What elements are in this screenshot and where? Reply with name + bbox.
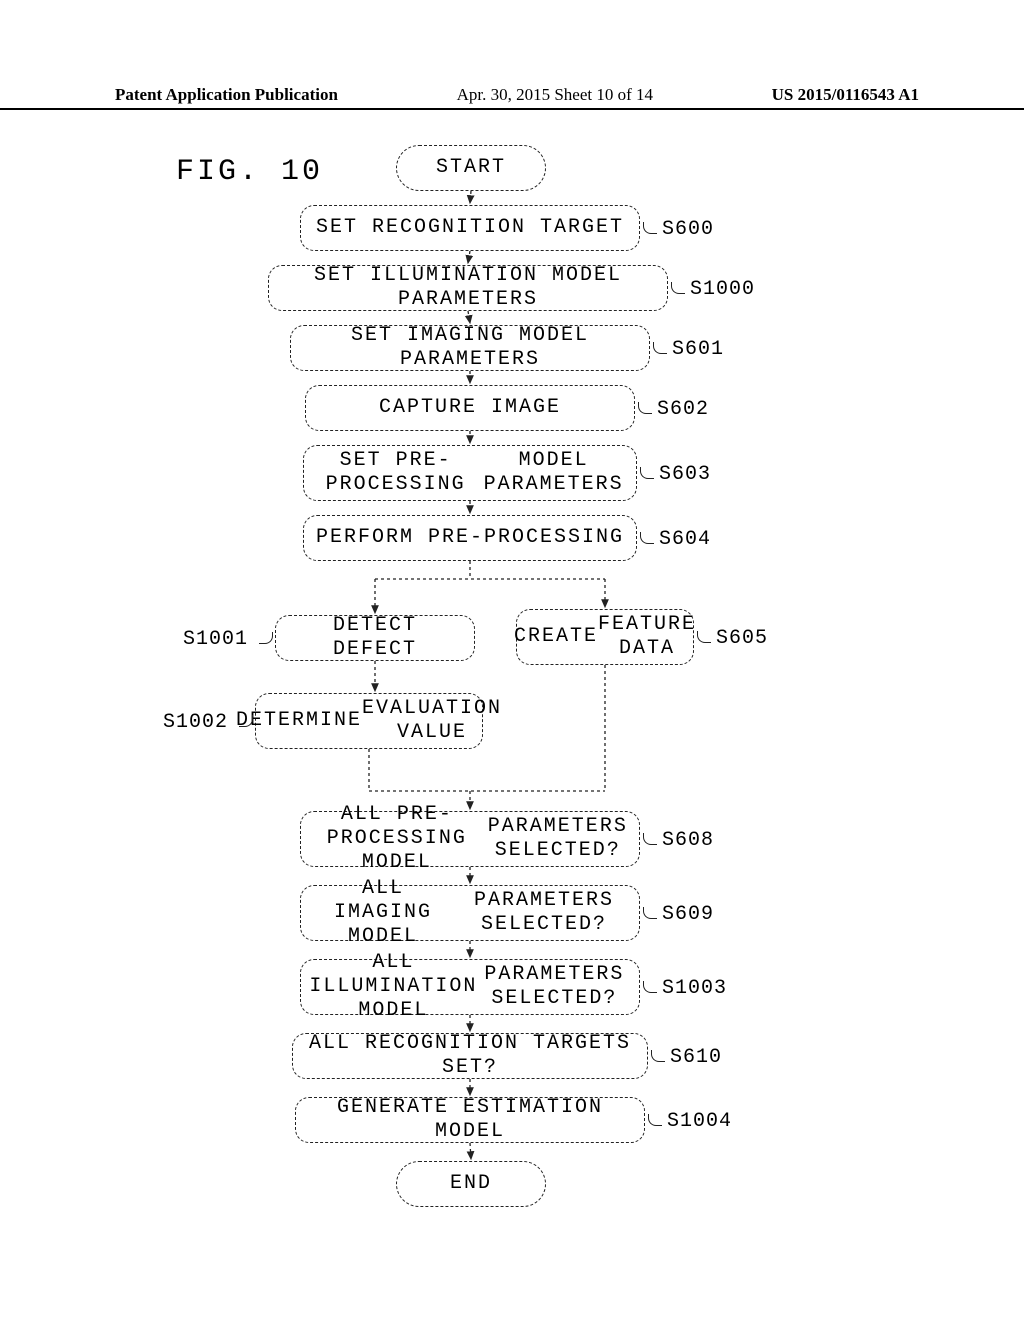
header-left: Patent Application Publication bbox=[115, 85, 338, 105]
flowchart-arrows bbox=[0, 145, 1024, 1325]
step-label-s603: S603 bbox=[659, 463, 711, 486]
header-right: US 2015/0116543 A1 bbox=[772, 85, 919, 105]
label-hook bbox=[259, 632, 273, 644]
flowchart-node-n13: GENERATE ESTIMATION MODEL bbox=[295, 1097, 645, 1143]
step-label-s602: S602 bbox=[657, 398, 709, 421]
flowchart-node-n9: ALL PRE-PROCESSING MODELPARAMETERS SELEC… bbox=[300, 811, 640, 867]
page-header: Patent Application Publication Apr. 30, … bbox=[0, 85, 1024, 105]
flowchart-node-n11: ALL ILLUMINATION MODELPARAMETERS SELECTE… bbox=[300, 959, 640, 1015]
flowchart-node-n1: SET RECOGNITION TARGET bbox=[300, 205, 640, 251]
step-label-s601: S601 bbox=[672, 338, 724, 361]
label-hook bbox=[640, 532, 654, 544]
label-hook bbox=[638, 402, 652, 414]
flowchart-node-n7b: CREATEFEATURE DATA bbox=[516, 609, 694, 665]
step-label-s1000: S1000 bbox=[690, 278, 755, 301]
label-hook bbox=[651, 1050, 665, 1062]
label-hook bbox=[648, 1114, 662, 1126]
step-label-s1001: S1001 bbox=[183, 628, 248, 651]
figure-label: FIG. 10 bbox=[176, 155, 323, 189]
flowchart-node-n8: DETERMINEEVALUATION VALUE bbox=[255, 693, 483, 749]
label-hook bbox=[697, 631, 711, 643]
label-hook bbox=[643, 981, 657, 993]
label-hook bbox=[640, 467, 654, 479]
label-hook bbox=[671, 282, 685, 294]
flowchart-node-n7a: DETECT DEFECT bbox=[275, 615, 475, 661]
label-hook bbox=[643, 833, 657, 845]
header-rule bbox=[0, 108, 1024, 110]
flowchart-node-n4: CAPTURE IMAGE bbox=[305, 385, 635, 431]
label-hook bbox=[653, 342, 667, 354]
label-hook bbox=[643, 222, 657, 234]
flowchart-node-n3: SET IMAGING MODEL PARAMETERS bbox=[290, 325, 650, 371]
step-label-s609: S609 bbox=[662, 903, 714, 926]
step-label-s1002: S1002 bbox=[163, 711, 228, 734]
step-label-s604: S604 bbox=[659, 528, 711, 551]
flowchart-node-n12: ALL RECOGNITION TARGETS SET? bbox=[292, 1033, 648, 1079]
step-label-s1004: S1004 bbox=[667, 1110, 732, 1133]
flowchart-node-n6: PERFORM PRE-PROCESSING bbox=[303, 515, 637, 561]
flowchart-node-n2: SET ILLUMINATION MODEL PARAMETERS bbox=[268, 265, 668, 311]
step-label-s1003: S1003 bbox=[662, 977, 727, 1000]
step-label-s600: S600 bbox=[662, 218, 714, 241]
step-label-s610: S610 bbox=[670, 1046, 722, 1069]
header-center: Apr. 30, 2015 Sheet 10 of 14 bbox=[457, 85, 653, 105]
flowchart-node-end: END bbox=[396, 1161, 546, 1207]
step-label-s608: S608 bbox=[662, 829, 714, 852]
step-label-s605: S605 bbox=[716, 627, 768, 650]
flowchart-node-n5: SET PRE-PROCESSINGMODEL PARAMETERS bbox=[303, 445, 637, 501]
label-hook bbox=[643, 907, 657, 919]
flowchart-node-start: START bbox=[396, 145, 546, 191]
flowchart-node-n10: ALL IMAGING MODELPARAMETERS SELECTED? bbox=[300, 885, 640, 941]
